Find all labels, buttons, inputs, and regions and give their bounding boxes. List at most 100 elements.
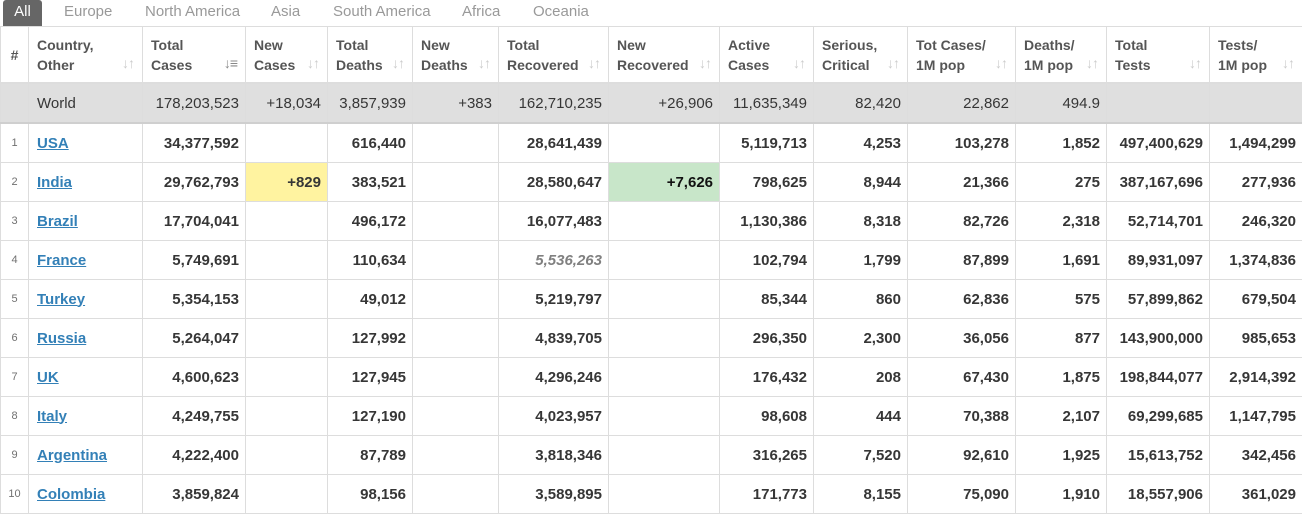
sort-arrows-icon[interactable]: ↓↑	[478, 55, 491, 71]
column-header-new-deaths[interactable]: New Deaths ↓↑	[412, 26, 499, 84]
country-link[interactable]: Turkey	[37, 290, 86, 308]
country-cell: Russia	[28, 318, 143, 358]
column-header-index[interactable]: #	[0, 26, 29, 84]
deaths-per-1m-cell: 1,925	[1015, 435, 1107, 475]
total-recovered-cell: 3,589,895	[498, 474, 609, 514]
tab-asia[interactable]: Asia	[271, 3, 301, 20]
active-cases-cell: 798,625	[719, 162, 814, 202]
sort-arrows-icon[interactable]: ↓↑	[887, 55, 900, 71]
table-row: 4 France 5,749,691 110,634 5,536,263 102,794 1…	[0, 240, 1302, 280]
tab-south-america[interactable]: South America	[333, 3, 431, 20]
table-body: World 178,203,523 +18,034 3,857,939 +383…	[0, 82, 1302, 514]
deaths-per-1m-cell: 1,910	[1015, 474, 1107, 514]
column-header-serious-critical[interactable]: Serious, Critical ↓↑	[813, 26, 908, 84]
deaths-per-1m-cell: 575	[1015, 279, 1107, 319]
tab-oceania[interactable]: Oceania	[533, 3, 589, 20]
column-header-tests-per-1m[interactable]: Tests/1M pop ↓↑	[1209, 26, 1302, 84]
table-row: 1 USA 34,377,592 616,440 28,641,439 5,119,713…	[0, 122, 1302, 163]
total-recovered-cell: 4,839,705	[498, 318, 609, 358]
new-recovered-cell	[608, 396, 720, 436]
tab-africa[interactable]: Africa	[462, 3, 501, 20]
country-link[interactable]: USA	[37, 134, 69, 152]
sort-arrows-icon[interactable]: ↓↑	[1086, 55, 1099, 71]
new-deaths-cell	[412, 122, 499, 163]
new-recovered-cell	[608, 122, 720, 163]
sort-arrows-icon[interactable]: ↓↑	[1282, 55, 1295, 71]
sort-arrows-icon[interactable]: ↓↑	[307, 55, 320, 71]
total-tests-cell: 143,900,000	[1106, 318, 1210, 358]
tests-per-1m-cell: 342,456	[1209, 435, 1302, 475]
column-header-label: Deaths	[421, 56, 468, 73]
new-deaths-cell	[412, 240, 499, 280]
column-header-label: Active	[728, 36, 771, 53]
sort-arrows-icon[interactable]: ↓↑	[122, 55, 135, 71]
country-link[interactable]: Colombia	[37, 485, 106, 503]
table-row: 8 Italy 4,249,755 127,190 4,023,957 98,608 444…	[0, 396, 1302, 436]
row-index: 7	[0, 357, 29, 397]
tab-europe[interactable]: Europe	[64, 3, 113, 20]
new-recovered-cell	[608, 279, 720, 319]
new-deaths-cell: +383	[412, 82, 499, 124]
column-header-new-recovered[interactable]: New Recovered ↓↑	[608, 26, 720, 84]
tab-all[interactable]: All	[3, 0, 42, 26]
sort-arrows-icon[interactable]: ↓↑	[392, 55, 405, 71]
column-header-tot-cases-per-1m[interactable]: Tot Cases/1M pop ↓↑	[907, 26, 1016, 84]
country-link[interactable]: Argentina	[37, 446, 108, 464]
column-header-total-cases[interactable]: Total Cases ↓≡	[142, 26, 246, 84]
total-tests-cell: 57,899,862	[1106, 279, 1210, 319]
total-recovered-cell: 4,296,246	[498, 357, 609, 397]
column-header-total-recovered[interactable]: Total Recovered ↓↑	[498, 26, 609, 84]
new-cases-cell	[245, 474, 328, 514]
column-header-label: Country,	[37, 36, 94, 53]
country-link[interactable]: Russia	[37, 329, 87, 347]
country-link[interactable]: India	[37, 173, 73, 191]
sort-arrows-icon[interactable]: ↓↑	[995, 55, 1008, 71]
covid-stats-table: # Country, Other ↓↑ Total Cases ↓≡ New Cases ↓↑ T…	[0, 26, 1302, 514]
column-header-active-cases[interactable]: Active Cases ↓↑	[719, 26, 814, 84]
total-cases-cell: 17,704,041	[142, 201, 246, 241]
total-cases-cell: 5,354,153	[142, 279, 246, 319]
sort-arrows-icon[interactable]: ↓↑	[1189, 55, 1202, 71]
serious-critical-cell: 208	[813, 357, 908, 397]
sort-arrows-icon[interactable]: ↓↑	[588, 55, 601, 71]
column-header-label: Deaths/	[1024, 36, 1075, 53]
country-link[interactable]: UK	[37, 368, 59, 386]
country-link[interactable]: Brazil	[37, 212, 78, 230]
sort-arrows-icon[interactable]: ↓↑	[699, 55, 712, 71]
world-row: World 178,203,523 +18,034 3,857,939 +383…	[0, 82, 1302, 124]
column-header-total-tests[interactable]: Total Tests ↓↑	[1106, 26, 1210, 84]
column-header-new-cases[interactable]: New Cases ↓↑	[245, 26, 328, 84]
sort-descending-icon[interactable]: ↓≡	[223, 55, 238, 71]
row-index: 9	[0, 435, 29, 475]
total-deaths-cell: 127,945	[327, 357, 413, 397]
new-cases-cell	[245, 435, 328, 475]
serious-critical-cell: 2,300	[813, 318, 908, 358]
deaths-per-1m-cell: 877	[1015, 318, 1107, 358]
row-index: 1	[0, 122, 29, 163]
cases-per-1m-cell: 82,726	[907, 201, 1016, 241]
new-cases-cell	[245, 279, 328, 319]
country-link[interactable]: Italy	[37, 407, 68, 425]
sort-arrows-icon[interactable]: ↓↑	[793, 55, 806, 71]
active-cases-cell: 1,130,386	[719, 201, 814, 241]
column-header-country-other[interactable]: Country, Other ↓↑	[28, 26, 143, 84]
column-header-label: Cases	[151, 56, 193, 73]
serious-critical-cell: 444	[813, 396, 908, 436]
column-header-deaths-per-1m[interactable]: Deaths/1M pop ↓↑	[1015, 26, 1107, 84]
total-cases-cell: 5,749,691	[142, 240, 246, 280]
new-cases-cell	[245, 318, 328, 358]
column-header-total-deaths[interactable]: Total Deaths ↓↑	[327, 26, 413, 84]
new-cases-cell: +18,034	[245, 82, 328, 124]
row-index	[0, 82, 29, 124]
serious-critical-cell: 860	[813, 279, 908, 319]
cases-per-1m-cell: 36,056	[907, 318, 1016, 358]
country-link[interactable]: France	[37, 251, 87, 269]
tab-north-america[interactable]: North America	[145, 3, 241, 20]
total-deaths-cell: 616,440	[327, 122, 413, 163]
cases-per-1m-cell: 75,090	[907, 474, 1016, 514]
total-recovered-cell: 162,710,235	[498, 82, 609, 124]
tests-per-1m-cell: 1,494,299	[1209, 122, 1302, 163]
tests-per-1m-cell: 277,936	[1209, 162, 1302, 202]
active-cases-cell: 316,265	[719, 435, 814, 475]
cases-per-1m-cell: 70,388	[907, 396, 1016, 436]
